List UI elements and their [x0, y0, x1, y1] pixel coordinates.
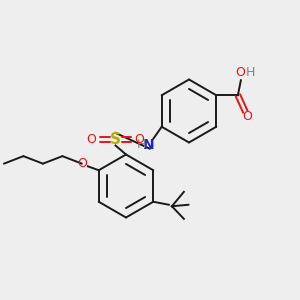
Text: O: O [235, 66, 245, 79]
Text: H: H [246, 66, 255, 79]
Text: O: O [87, 133, 96, 146]
Text: O: O [135, 133, 144, 146]
Text: O: O [77, 157, 87, 170]
Text: O: O [242, 110, 252, 123]
Text: N: N [142, 138, 154, 152]
Text: S: S [110, 132, 121, 147]
Text: H: H [136, 138, 146, 151]
